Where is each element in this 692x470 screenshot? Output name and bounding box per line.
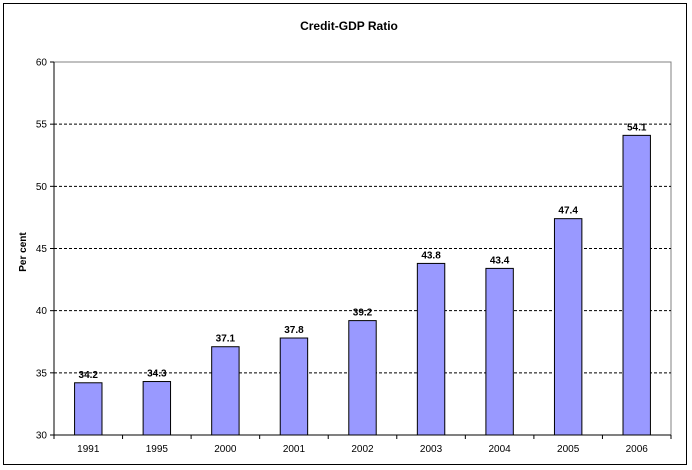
bar-data-label: 34.3 <box>147 369 167 380</box>
x-tick-label: 2002 <box>351 444 374 455</box>
bar <box>485 267 514 436</box>
x-tick-label: 2005 <box>557 444 580 455</box>
y-tick-label: 55 <box>36 120 48 131</box>
chart-title: Credit-GDP Ratio <box>300 19 398 33</box>
y-tick-label: 60 <box>36 58 48 69</box>
y-tick-label: 50 <box>36 182 48 193</box>
bar <box>416 262 446 436</box>
bar <box>348 320 377 436</box>
y-axis-ticks: 30 35 40 45 50 55 60 <box>36 58 55 442</box>
chart-frame: Credit-GDP Ratio Per cent 34.2 34.3 37.1 37… <box>3 3 687 465</box>
y-tick-label: 45 <box>36 244 48 255</box>
bar-data-label: 34.2 <box>79 370 99 381</box>
chart-svg: Credit-GDP Ratio Per cent 34.2 34.3 37.1 37… <box>18 19 672 455</box>
bar <box>279 337 309 436</box>
grid-lines <box>54 123 671 374</box>
bar-data-label: 37.8 <box>284 325 304 336</box>
bar-data-label: 37.1 <box>216 334 236 345</box>
x-tick-label: 2000 <box>214 444 237 455</box>
x-tick-label: 2006 <box>626 444 649 455</box>
bar-data-label: 54.1 <box>627 122 647 133</box>
x-tick-label: 2003 <box>420 444 443 455</box>
bar-data-label: 43.4 <box>490 255 510 266</box>
x-axis-ticks: 1991 1995 2000 2001 2002 2003 2004 2005 2006 <box>53 434 672 455</box>
bar-data-label: 43.8 <box>421 250 441 261</box>
y-axis-label: Per cent <box>18 232 29 272</box>
bar <box>211 346 240 436</box>
y-tick-label: 40 <box>36 306 48 317</box>
bar <box>142 381 172 436</box>
x-tick-label: 1991 <box>77 444 100 455</box>
x-tick-label: 1995 <box>146 444 169 455</box>
y-tick-label: 30 <box>36 431 48 442</box>
x-tick-label: 2004 <box>488 444 511 455</box>
bars <box>74 134 651 436</box>
bar <box>74 382 103 436</box>
bar <box>553 218 583 436</box>
x-tick-label: 2001 <box>283 444 306 455</box>
bar <box>622 134 651 436</box>
bar-data-label: 47.4 <box>558 206 578 217</box>
data-labels: 34.2 34.3 37.1 37.8 39.2 43.8 43.4 47.4 54.1 <box>79 122 647 380</box>
y-tick-label: 35 <box>36 368 48 379</box>
bar-data-label: 39.2 <box>353 308 373 319</box>
